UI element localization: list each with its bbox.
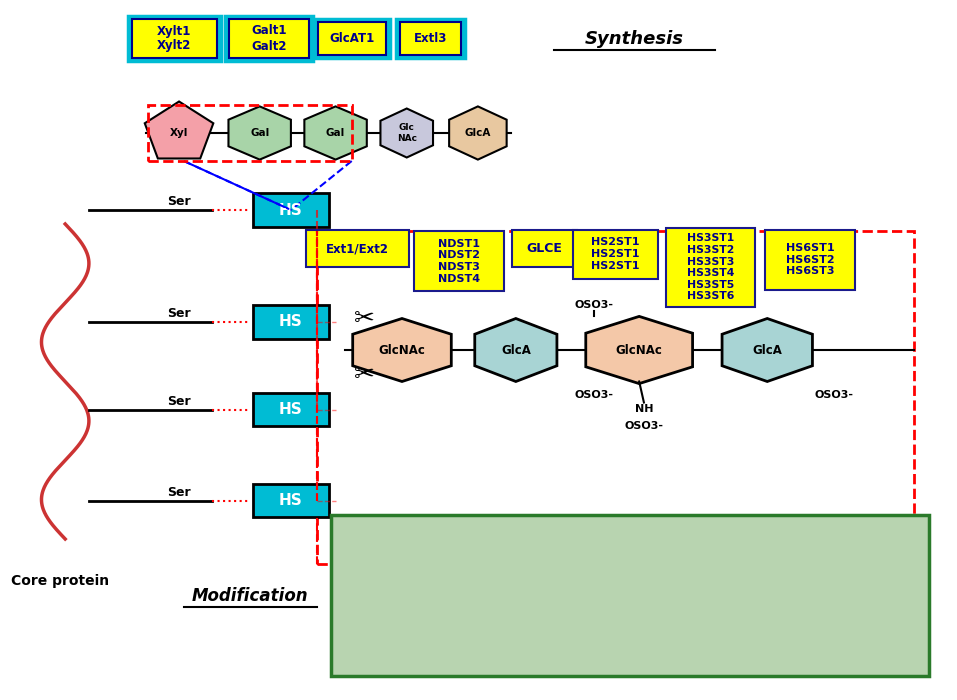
- Text: OSO3-: OSO3-: [574, 391, 613, 400]
- FancyBboxPatch shape: [318, 22, 386, 55]
- Polygon shape: [449, 106, 506, 160]
- Text: Glucouronate sulfatase: Glucouronate sulfatase: [347, 599, 479, 609]
- Polygon shape: [381, 108, 433, 158]
- Text: HS: HS: [279, 314, 302, 330]
- FancyBboxPatch shape: [400, 22, 461, 55]
- Text: GlcA: GlcA: [752, 344, 782, 356]
- Text: GlcNAc: GlcNAc: [379, 344, 426, 356]
- Text: Glc
NAc: Glc NAc: [397, 123, 416, 143]
- Text: Synthesis: Synthesis: [585, 29, 684, 48]
- Text: GlcAT1: GlcAT1: [329, 32, 374, 45]
- Text: HS6ST1
HS6ST2
HS6ST3: HS6ST1 HS6ST2 HS6ST3: [786, 243, 835, 276]
- Text: Modification: Modification: [192, 587, 308, 606]
- FancyBboxPatch shape: [229, 19, 309, 58]
- Text: OSO3-: OSO3-: [814, 391, 853, 400]
- FancyBboxPatch shape: [128, 17, 221, 61]
- FancyBboxPatch shape: [766, 230, 855, 290]
- Text: Gal: Gal: [250, 128, 269, 138]
- FancyBboxPatch shape: [314, 19, 389, 58]
- Text: HS2ST1
HS2ST1
HS2ST1: HS2ST1 HS2ST1 HS2ST1: [591, 237, 639, 271]
- Text: NDST1
NDST2
NDST3
NDST4: NDST1 NDST2 NDST3 NDST4: [438, 239, 480, 284]
- Polygon shape: [475, 318, 557, 382]
- Text: ✂: ✂: [353, 307, 374, 330]
- FancyBboxPatch shape: [573, 230, 657, 279]
- Polygon shape: [145, 102, 213, 158]
- FancyBboxPatch shape: [253, 193, 329, 227]
- Text: Gal: Gal: [326, 128, 345, 138]
- Text: GLCE: GLCE: [526, 242, 563, 255]
- FancyBboxPatch shape: [331, 514, 928, 676]
- FancyBboxPatch shape: [414, 231, 503, 291]
- Text: GlcA: GlcA: [465, 128, 491, 138]
- Text: Ser: Ser: [167, 395, 190, 407]
- Polygon shape: [304, 106, 367, 160]
- Text: OSO3-: OSO3-: [574, 300, 613, 309]
- Text: N-acetylglucosamine-6-sulfatase (GNS): N-acetylglucosamine-6-sulfatase (GNS): [347, 629, 570, 638]
- Text: Iduronate sulfatase (IDS): Iduronate sulfatase (IDS): [347, 526, 509, 536]
- FancyBboxPatch shape: [396, 19, 465, 58]
- Text: NH: NH: [634, 405, 654, 414]
- Text: β-glucronidase: β-glucronidase: [347, 614, 432, 624]
- Text: HS3ST1
HS3ST2
HS3ST3
HS3ST4
HS3ST5
HS3ST6: HS3ST1 HS3ST2 HS3ST3 HS3ST4 HS3ST5 HS3ST…: [686, 233, 734, 302]
- FancyBboxPatch shape: [253, 305, 329, 339]
- Text: Ext1/Ext2: Ext1/Ext2: [326, 242, 389, 255]
- Polygon shape: [586, 316, 693, 384]
- Text: Heparan sulfate acetyl-coA (AcCoA): Heparan sulfate acetyl-coA (AcCoA): [347, 570, 550, 580]
- Text: Extl3: Extl3: [413, 32, 447, 45]
- FancyBboxPatch shape: [305, 230, 409, 267]
- Text: alpha-glucosaminide N-acetyltransferase (HGSNAT): alpha-glucosaminide N-acetyltransferase …: [347, 584, 640, 594]
- FancyBboxPatch shape: [253, 484, 329, 517]
- Text: Galt1
Galt2: Galt1 Galt2: [252, 25, 287, 52]
- Text: GlcNAc: GlcNAc: [615, 344, 662, 356]
- FancyBboxPatch shape: [512, 230, 577, 267]
- Text: Xyl: Xyl: [169, 128, 189, 138]
- Text: Core protein: Core protein: [11, 574, 109, 588]
- Polygon shape: [353, 318, 452, 382]
- Polygon shape: [229, 106, 291, 160]
- Text: α-L-iduronidase (IDUA): α-L-iduronidase (IDUA): [347, 540, 477, 551]
- Text: HS: HS: [279, 493, 302, 508]
- Text: GlcA: GlcA: [501, 344, 531, 356]
- Text: Heparanase: Heparanase: [347, 658, 415, 668]
- Polygon shape: [723, 318, 812, 382]
- Text: HS: HS: [279, 202, 302, 218]
- FancyBboxPatch shape: [666, 228, 755, 307]
- Text: Ser: Ser: [167, 195, 190, 208]
- Text: Endo-6-O-sulfatases (Sulf1 and Sulf2): Endo-6-O-sulfatases (Sulf1 and Sulf2): [347, 643, 562, 653]
- Text: Ser: Ser: [167, 307, 190, 320]
- Text: HS: HS: [279, 402, 302, 417]
- Text: Heparan n-sulfatase (NS): Heparan n-sulfatase (NS): [347, 555, 491, 566]
- FancyBboxPatch shape: [132, 19, 217, 58]
- Text: ✂: ✂: [353, 363, 374, 386]
- Text: Xylt1
Xylt2: Xylt1 Xylt2: [157, 25, 191, 52]
- Text: Ser: Ser: [167, 486, 190, 498]
- Text: OSO3-: OSO3-: [624, 421, 663, 430]
- FancyBboxPatch shape: [225, 17, 313, 61]
- FancyBboxPatch shape: [253, 393, 329, 426]
